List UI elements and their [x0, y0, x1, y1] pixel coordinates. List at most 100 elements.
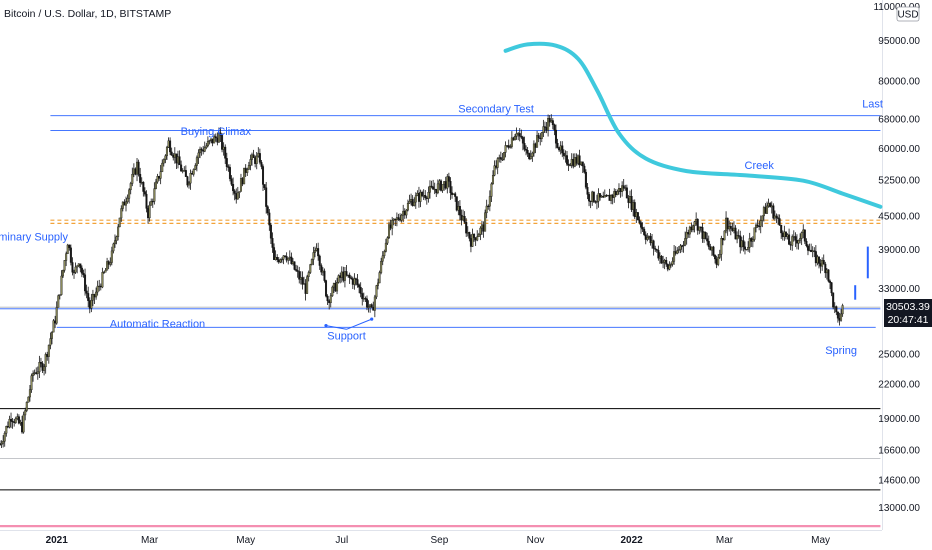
candle	[254, 155, 257, 168]
candle	[633, 199, 636, 219]
candle	[501, 153, 504, 161]
candle	[129, 181, 132, 195]
candle	[818, 256, 821, 269]
annotation-label: Creek	[745, 160, 775, 172]
candles	[0, 114, 844, 449]
candle	[580, 161, 583, 167]
candle	[679, 243, 682, 254]
candle	[287, 257, 290, 265]
candle	[824, 261, 827, 278]
candle	[405, 209, 408, 219]
candle	[422, 189, 425, 201]
candle	[381, 251, 384, 266]
candle	[84, 268, 87, 296]
candle	[301, 271, 304, 290]
candle	[578, 149, 581, 168]
y-tick-label: 68000.00	[878, 115, 920, 126]
candle	[325, 279, 328, 298]
candle	[169, 137, 172, 156]
candle	[16, 413, 19, 421]
candle	[39, 357, 42, 368]
candle	[714, 254, 717, 264]
candle	[531, 151, 534, 162]
candle	[748, 232, 751, 253]
candle	[808, 243, 811, 252]
candle	[800, 231, 803, 246]
candle	[123, 199, 126, 206]
candle	[184, 165, 187, 177]
candle	[660, 255, 663, 264]
y-tick-label: 95000.00	[878, 36, 920, 47]
candle	[836, 311, 839, 323]
candle	[222, 142, 225, 156]
candle	[509, 144, 512, 149]
candle	[599, 193, 602, 201]
candle	[457, 201, 460, 216]
candle	[54, 315, 57, 329]
candle	[236, 186, 239, 200]
candle	[471, 228, 474, 247]
candle	[496, 157, 499, 175]
y-tick-label: 39000.00	[878, 245, 920, 256]
candle	[30, 373, 33, 393]
candle	[493, 160, 496, 177]
candle	[71, 257, 74, 276]
candle	[529, 150, 532, 160]
candle	[465, 218, 468, 237]
candle	[717, 254, 720, 267]
candle	[703, 231, 706, 243]
time-axis[interactable]: 2021 Mar May Jul Sep Nov 2022 Mar May	[46, 535, 830, 546]
candle	[361, 288, 364, 306]
candle	[581, 161, 584, 174]
candle	[312, 246, 315, 266]
candle	[378, 270, 381, 284]
currency-button[interactable]: USD	[896, 6, 920, 22]
candle	[814, 245, 817, 267]
candle	[498, 154, 501, 163]
candle	[729, 222, 732, 236]
candle	[258, 148, 261, 165]
candle	[573, 153, 576, 168]
candle	[788, 228, 791, 245]
candle	[564, 150, 567, 163]
candle	[614, 188, 617, 197]
candle	[638, 216, 641, 225]
price-axis[interactable]: 110000.00 95000.00 80000.00 68000.00 60000.0…	[873, 2, 920, 514]
candle	[298, 266, 301, 284]
candle	[76, 265, 79, 274]
candle	[825, 267, 828, 280]
candle	[306, 274, 309, 294]
annotation-label: Automatic Reaction	[110, 318, 205, 330]
candle	[715, 255, 718, 269]
candle	[474, 237, 477, 246]
candle	[206, 136, 209, 148]
candle	[194, 163, 197, 171]
candle	[553, 123, 556, 136]
candle	[600, 194, 603, 198]
candle	[55, 301, 58, 325]
candle	[134, 167, 137, 176]
candle	[342, 266, 345, 283]
candle	[712, 245, 715, 257]
candle	[551, 118, 554, 130]
candle	[473, 233, 476, 242]
candle	[88, 297, 91, 314]
candle	[740, 236, 743, 251]
candle	[444, 176, 447, 190]
candle	[696, 218, 699, 235]
x-tick-label: Jul	[335, 535, 348, 546]
candle	[57, 294, 60, 308]
candle	[841, 303, 844, 317]
candle	[532, 140, 535, 157]
candle	[104, 268, 107, 273]
candle	[225, 152, 228, 171]
candle	[819, 259, 822, 274]
candle	[208, 139, 211, 145]
candle	[829, 279, 832, 290]
candle	[710, 246, 713, 256]
candle	[65, 251, 68, 267]
candle	[441, 184, 444, 193]
candle	[588, 191, 591, 207]
